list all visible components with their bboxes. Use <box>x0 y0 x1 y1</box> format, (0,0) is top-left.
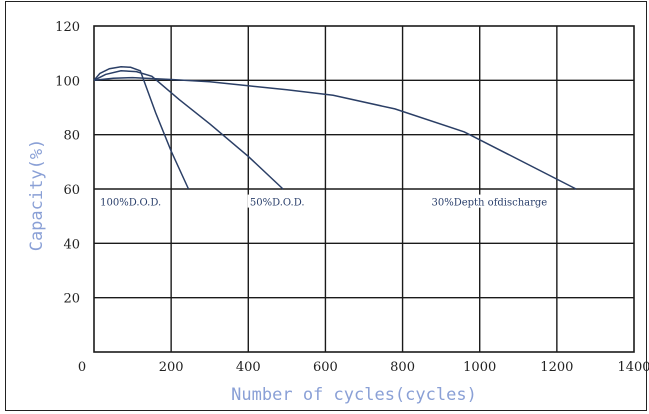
x-tick-label: 1200 <box>540 360 573 375</box>
y-tick-label: 60 <box>63 183 80 198</box>
y-tick-label: 120 <box>55 20 80 35</box>
tick-labels: 0 200 400 600 800 1000 1200 1400 20 40 60 80 100 120 <box>55 20 649 375</box>
grid <box>93 25 635 353</box>
series-annotation: 50%D.O.D. <box>250 198 305 209</box>
x-axis-title: Number of cycles(cycles) <box>231 385 477 405</box>
x-tick-label: 1000 <box>463 360 496 375</box>
series-layer <box>93 66 577 190</box>
y-tick-label: 100 <box>55 74 80 89</box>
y-tick-label: 80 <box>63 129 80 144</box>
annotations: 100%D.O.D. 50%D.O.D. 30%Depth ofdischarge <box>98 194 552 209</box>
x-tick-label: 400 <box>236 360 261 375</box>
annotation-background <box>427 194 552 208</box>
x-tick-label: 800 <box>390 360 415 375</box>
series-annotation: 30%Depth ofdischarge <box>431 198 547 209</box>
y-tick-label: 20 <box>63 292 80 307</box>
y-axis-title: Capacity(%) <box>27 139 47 252</box>
x-tick-label: 0 <box>78 360 86 375</box>
annotation-background <box>98 194 164 208</box>
series-annotation: 100%D.O.D. <box>100 198 161 209</box>
series-line-3 <box>93 76 577 190</box>
annotation-background <box>247 194 307 208</box>
x-tick-label: 1400 <box>617 360 649 375</box>
y-tick-label: 40 <box>63 237 80 252</box>
series-line-2 <box>93 70 284 190</box>
x-tick-label: 600 <box>313 360 338 375</box>
x-tick-label: 200 <box>159 360 184 375</box>
series-line-1 <box>93 66 190 190</box>
